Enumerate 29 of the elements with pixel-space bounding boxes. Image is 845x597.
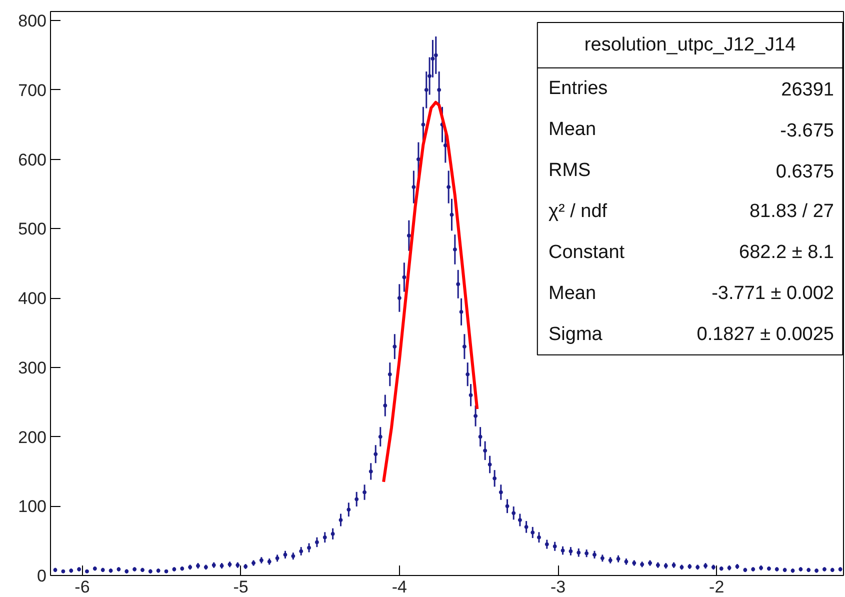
- y-tick-label: 100: [18, 497, 47, 516]
- x-tick-label: -2: [709, 578, 724, 596]
- annotation: 0.1827 ± 0.0025: [696, 324, 834, 345]
- annotation: Constant: [548, 242, 626, 263]
- annotation: Mean: [548, 282, 596, 304]
- y-tick-label: 700: [18, 80, 47, 100]
- annotation: 81.83 / 27: [749, 200, 834, 222]
- x-tick-label: -3: [550, 578, 566, 596]
- text: resolution_utpc_J12_J14: [584, 34, 796, 56]
- x-tick-label: -5: [233, 578, 248, 596]
- annotation: Sigma: [548, 324, 603, 345]
- x-tick-label: -4: [392, 578, 407, 596]
- annotation: 0.6375: [776, 161, 834, 182]
- annotation: 682.2 ± 8.1: [739, 242, 834, 263]
- y-tick-label: 600: [18, 150, 47, 170]
- annotation: RMS: [548, 160, 591, 181]
- annotation: 26391: [781, 79, 834, 100]
- annotation: -3.675: [780, 120, 834, 142]
- y-tick-label: 200: [18, 428, 47, 447]
- x-tick-label: -6: [74, 578, 90, 596]
- y-tick-label: 300: [18, 358, 47, 378]
- annotation: -3.771 ± 0.002: [712, 282, 834, 304]
- y-tick-label: 800: [18, 12, 47, 31]
- annotation: Mean: [548, 118, 596, 140]
- y-tick-label: 400: [18, 289, 47, 308]
- y-tick-label: 0: [37, 566, 47, 586]
- annotation: Entries: [548, 78, 608, 99]
- annotation: χ² / ndf: [548, 200, 608, 222]
- y-tick-label: 500: [18, 220, 47, 239]
